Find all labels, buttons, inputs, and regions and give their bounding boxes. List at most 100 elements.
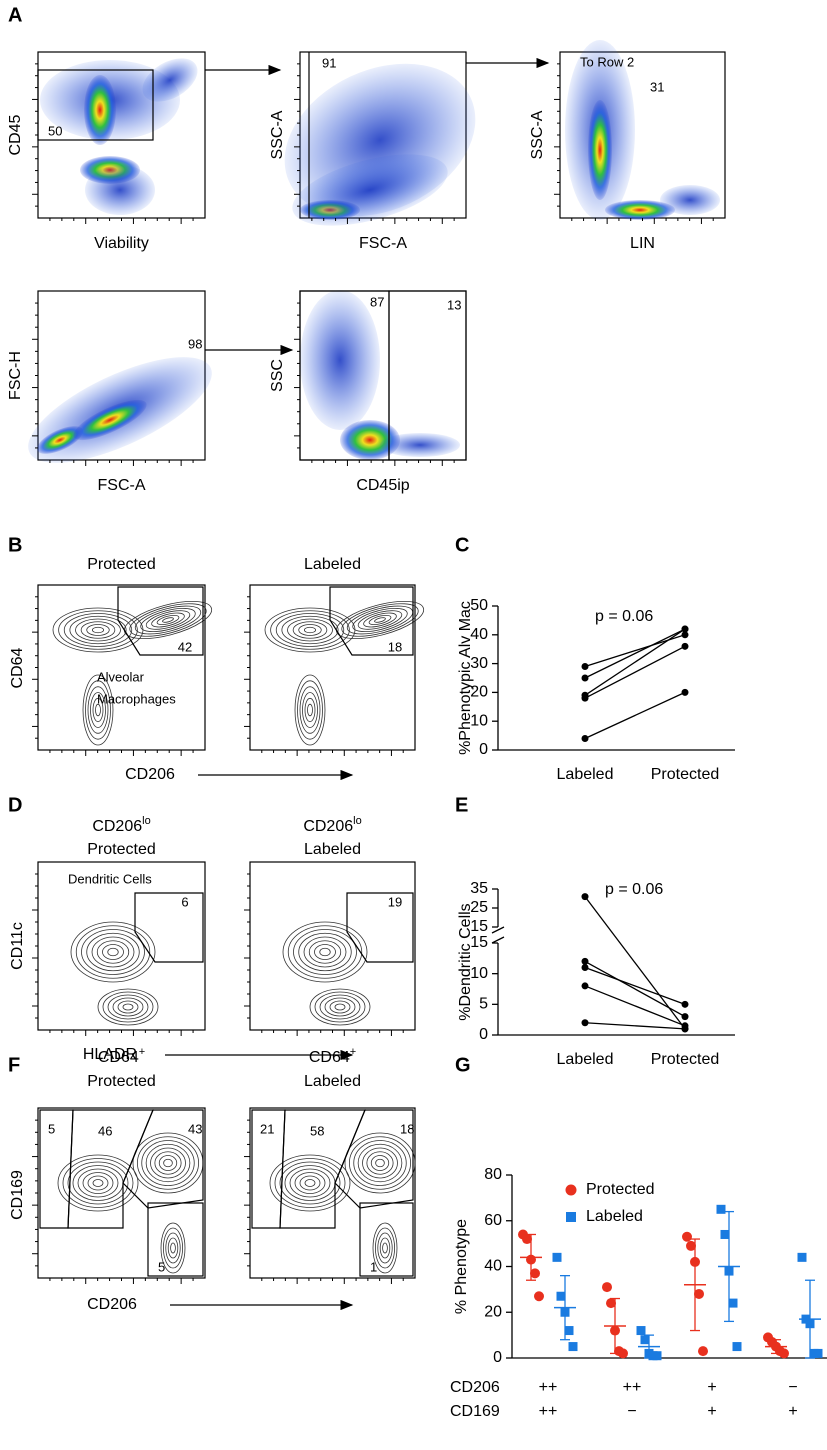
y-tick-label: 10	[470, 712, 488, 729]
gate	[122, 1109, 204, 1209]
contour	[62, 1158, 134, 1208]
contour	[357, 1143, 403, 1183]
contour	[374, 1227, 395, 1269]
data-point	[568, 1342, 578, 1352]
data-point	[716, 1204, 726, 1214]
contour	[154, 1151, 182, 1175]
contour	[287, 925, 363, 979]
contour	[102, 991, 154, 1023]
annotation: p = 0.06	[605, 881, 663, 898]
gate	[334, 1109, 414, 1209]
gate-value: 58	[310, 1123, 324, 1138]
contour	[379, 1237, 391, 1259]
data-point	[530, 1268, 540, 1279]
y-axis-label: %Phenotypic Alv Mac	[457, 601, 474, 755]
plot-title: CD206lo	[303, 815, 361, 835]
contour	[167, 1237, 179, 1259]
contour	[158, 1155, 178, 1171]
contour	[117, 1000, 139, 1014]
contour	[308, 940, 342, 964]
title-sup: lo	[142, 815, 151, 827]
category-label: ++	[539, 1403, 558, 1420]
plot-frame	[249, 584, 416, 751]
data-point	[522, 1234, 532, 1245]
gate-value: 31	[650, 79, 664, 94]
data-point	[681, 1025, 689, 1033]
contour	[287, 618, 333, 642]
data-point	[581, 893, 589, 901]
contour	[70, 921, 156, 983]
category-label: ++	[539, 1379, 558, 1396]
data-point	[720, 1229, 730, 1239]
data-point	[606, 1298, 616, 1309]
gate-value: 6	[181, 894, 188, 909]
gate	[37, 69, 154, 141]
data-point	[681, 688, 689, 696]
density-cloud	[84, 75, 116, 145]
contour	[324, 997, 356, 1017]
panel-letter: G	[455, 1054, 471, 1076]
panel-letter: D	[8, 794, 22, 816]
y-tick-label: 50	[470, 597, 488, 614]
contour	[344, 1132, 416, 1194]
x-axis-label: FSC-A	[359, 235, 407, 252]
density-cloud	[380, 433, 460, 457]
data-point	[581, 694, 589, 702]
gate	[279, 1109, 366, 1229]
gate	[67, 1109, 154, 1229]
contour	[57, 1154, 139, 1212]
gate-value: 50	[48, 123, 62, 138]
density-cloud	[36, 426, 84, 454]
x-tick-label: Labeled	[557, 766, 614, 783]
gate	[117, 586, 204, 656]
data-point	[618, 1348, 628, 1359]
contour	[319, 994, 361, 1020]
contour	[151, 612, 185, 628]
contour	[63, 613, 133, 647]
y-axis-label: CD169	[9, 1170, 26, 1220]
contour	[382, 1242, 388, 1254]
plot-title: Labeled	[304, 1073, 361, 1090]
contour	[150, 1147, 186, 1179]
gate	[329, 586, 414, 656]
contour	[282, 921, 368, 983]
contour	[294, 674, 326, 746]
pair-line	[584, 1022, 686, 1030]
x-axis-label: CD45ip	[356, 477, 409, 494]
plot-title: CD206lo	[92, 815, 150, 835]
data-point	[581, 964, 589, 972]
contour	[82, 1172, 114, 1194]
contour	[335, 601, 425, 639]
gate-value: 19	[388, 894, 402, 909]
panel-letter: F	[8, 1054, 20, 1076]
density-cloud	[292, 154, 448, 226]
contour	[165, 1232, 181, 1264]
contour	[302, 692, 318, 728]
x-axis-label: HLADR	[83, 1046, 137, 1063]
contour	[92, 697, 104, 723]
data-point	[813, 1348, 823, 1358]
panel-letter: E	[455, 794, 468, 816]
contour	[297, 680, 323, 740]
y-tick-label: 15	[470, 934, 488, 951]
title-main: CD206	[92, 818, 142, 835]
contour	[67, 1161, 129, 1205]
data-point	[681, 625, 689, 633]
plot-title: CD64+	[98, 1046, 145, 1066]
gate-value: 18	[400, 1121, 414, 1136]
contour	[75, 618, 121, 642]
gate-value: 87	[370, 294, 384, 309]
y-tick-label: 40	[470, 626, 488, 643]
title-sup: lo	[353, 815, 362, 827]
contour	[69, 615, 127, 645]
y-tick-label: 35	[470, 880, 488, 897]
panel-letter: B	[8, 534, 22, 556]
y-axis-label: CD11c	[9, 922, 26, 970]
contour	[352, 607, 408, 633]
contour	[329, 1000, 351, 1014]
plot-title: CD64+	[309, 1046, 356, 1066]
panel-letter: C	[455, 534, 469, 556]
contour	[357, 610, 403, 630]
x-axis-label: FSC-A	[98, 477, 146, 494]
contour	[294, 1172, 326, 1194]
